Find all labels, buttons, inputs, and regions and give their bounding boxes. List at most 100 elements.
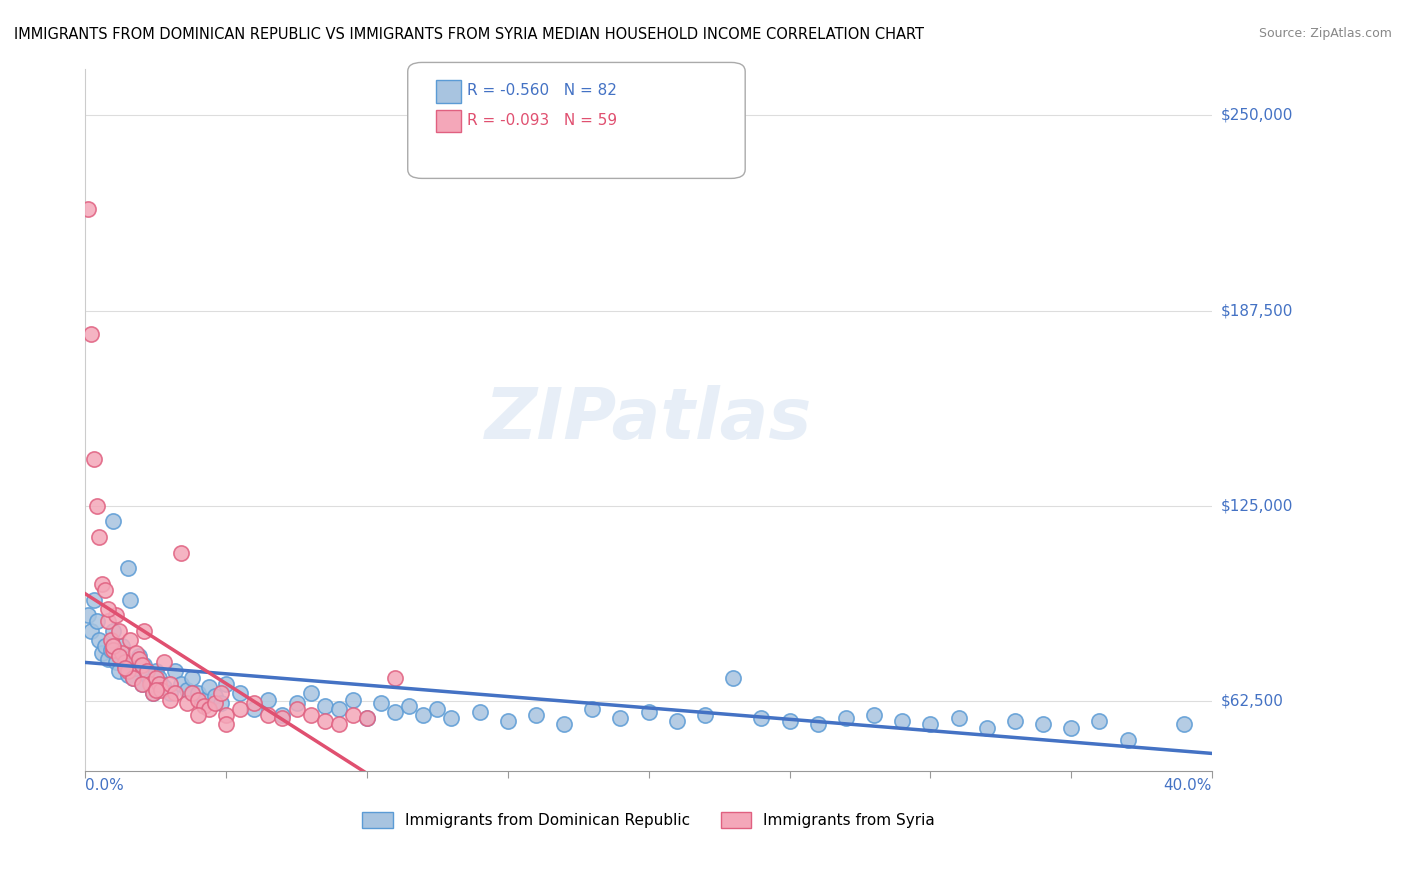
- Point: [285, 702, 308, 716]
- Point: [1173, 717, 1195, 731]
- Point: [229, 702, 252, 716]
- Point: [80, 624, 103, 638]
- Point: [209, 696, 232, 710]
- Point: [91, 646, 114, 660]
- Point: [114, 661, 136, 675]
- Point: [131, 658, 153, 673]
- Point: [257, 708, 280, 723]
- Text: ZIPatlas: ZIPatlas: [485, 385, 813, 454]
- Point: [1032, 717, 1054, 731]
- Point: [440, 711, 463, 725]
- Text: 0.0%: 0.0%: [86, 778, 124, 793]
- Point: [77, 202, 100, 216]
- Point: [105, 608, 128, 623]
- Point: [83, 592, 105, 607]
- Point: [153, 680, 176, 694]
- Point: [103, 515, 125, 529]
- Point: [125, 661, 148, 675]
- Point: [193, 692, 215, 706]
- Text: $62,500: $62,500: [1220, 694, 1284, 708]
- Point: [142, 686, 165, 700]
- Point: [749, 711, 772, 725]
- Point: [176, 683, 198, 698]
- Point: [83, 452, 105, 467]
- Point: [193, 698, 215, 713]
- Point: [122, 671, 145, 685]
- Point: [134, 624, 156, 638]
- Text: $125,000: $125,000: [1220, 499, 1294, 513]
- Point: [187, 686, 209, 700]
- Point: [94, 583, 117, 598]
- Point: [159, 686, 181, 700]
- Point: [145, 665, 167, 679]
- Point: [328, 702, 350, 716]
- Point: [120, 592, 142, 607]
- Point: [468, 705, 491, 719]
- Point: [187, 708, 209, 723]
- Legend: Immigrants from Dominican Republic, Immigrants from Syria: Immigrants from Dominican Republic, Immi…: [356, 805, 941, 834]
- Point: [412, 708, 434, 723]
- Point: [229, 686, 252, 700]
- Point: [100, 642, 122, 657]
- Point: [299, 708, 322, 723]
- Point: [215, 677, 238, 691]
- Point: [384, 671, 406, 685]
- Point: [398, 698, 420, 713]
- Point: [271, 711, 294, 725]
- Point: [89, 530, 111, 544]
- Point: [150, 683, 173, 698]
- Point: [148, 677, 170, 691]
- Point: [243, 702, 266, 716]
- Point: [108, 624, 131, 638]
- Point: [97, 602, 120, 616]
- Point: [120, 633, 142, 648]
- Point: [187, 692, 209, 706]
- Point: [94, 640, 117, 654]
- Point: [103, 642, 125, 657]
- Point: [145, 671, 167, 685]
- Point: [384, 705, 406, 719]
- Point: [637, 705, 659, 719]
- Point: [97, 652, 120, 666]
- Point: [948, 711, 970, 725]
- Point: [314, 714, 336, 729]
- Point: [1060, 721, 1083, 735]
- Point: [863, 708, 886, 723]
- Text: R = -0.093   N = 59: R = -0.093 N = 59: [467, 113, 617, 128]
- Point: [170, 546, 193, 560]
- Point: [136, 665, 159, 679]
- Point: [609, 711, 631, 725]
- Point: [128, 648, 150, 663]
- Point: [1116, 733, 1139, 747]
- Point: [108, 665, 131, 679]
- Text: $250,000: $250,000: [1220, 108, 1294, 123]
- Point: [215, 708, 238, 723]
- Point: [209, 686, 232, 700]
- Point: [976, 721, 998, 735]
- Point: [198, 702, 221, 716]
- Text: 40.0%: 40.0%: [1164, 778, 1212, 793]
- Point: [181, 671, 204, 685]
- Point: [105, 655, 128, 669]
- Text: IMMIGRANTS FROM DOMINICAN REPUBLIC VS IMMIGRANTS FROM SYRIA MEDIAN HOUSEHOLD INC: IMMIGRANTS FROM DOMINICAN REPUBLIC VS IM…: [14, 27, 924, 42]
- Point: [243, 696, 266, 710]
- Point: [204, 690, 226, 704]
- Point: [131, 677, 153, 691]
- Point: [165, 686, 187, 700]
- Point: [1088, 714, 1111, 729]
- Point: [693, 708, 716, 723]
- Point: [142, 686, 165, 700]
- Point: [117, 665, 139, 679]
- Point: [86, 615, 108, 629]
- Point: [271, 708, 294, 723]
- Text: Source: ZipAtlas.com: Source: ZipAtlas.com: [1258, 27, 1392, 40]
- Point: [77, 608, 100, 623]
- Point: [103, 640, 125, 654]
- Point: [807, 717, 830, 731]
- Point: [165, 665, 187, 679]
- Point: [145, 683, 167, 698]
- Point: [170, 677, 193, 691]
- Point: [181, 686, 204, 700]
- Point: [128, 652, 150, 666]
- Point: [117, 561, 139, 575]
